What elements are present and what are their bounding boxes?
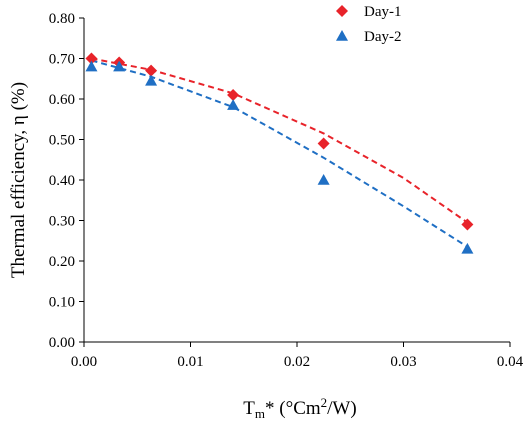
- point-day-2: [113, 60, 126, 72]
- axis-titles: Thermal efficiency, η (%) Tm* (°Cm2/W): [8, 82, 357, 421]
- point-day-1: [227, 88, 240, 101]
- point-day-2: [227, 99, 240, 110]
- legend-marker-day-1: [336, 5, 348, 17]
- y-tick-label: 0.30: [49, 214, 75, 230]
- legend-label-day-1: Day-1: [364, 4, 402, 20]
- x-tick-label: 0.00: [71, 354, 97, 370]
- legend: Day-1 Day-2: [336, 4, 402, 45]
- y-tick-label: 0.70: [49, 52, 75, 68]
- y-tick-label: 0.50: [49, 133, 75, 149]
- legend-marker-day-2: [336, 30, 348, 41]
- legend-label-day-2: Day-2: [364, 29, 402, 45]
- y-tick-label: 0.80: [49, 11, 75, 27]
- x-tick-label: 0.03: [390, 354, 416, 370]
- point-day-1: [317, 137, 330, 150]
- x-tick-label: 0.04: [497, 354, 524, 370]
- axes: 0.00 0.10 0.20 0.30 0.40 0.50 0.60 0.70 0.80 0.00…: [49, 11, 524, 370]
- x-axis-title-end: /W): [327, 398, 357, 419]
- x-axis-title-sup: 2: [321, 395, 328, 410]
- point-day-2: [85, 60, 98, 72]
- point-day-2: [317, 174, 330, 185]
- x-tick-label: 0.02: [284, 354, 310, 370]
- point-day-2: [461, 242, 474, 254]
- x-tick-label: 0.01: [177, 354, 203, 370]
- point-day-1: [145, 64, 158, 77]
- y-tick-label: 0.10: [49, 295, 75, 311]
- x-axis-title: Tm* (°Cm2/W): [243, 395, 356, 421]
- trendlines: [91, 57, 468, 248]
- x-axis-title-sub: m: [255, 406, 265, 421]
- point-day-1: [461, 218, 474, 231]
- data-points: [85, 52, 474, 254]
- point-day-1: [85, 52, 98, 65]
- x-axis-title-base: T: [243, 398, 255, 419]
- y-axis-title: Thermal efficiency, η (%): [8, 82, 29, 278]
- y-tick-label: 0.20: [49, 254, 75, 270]
- trendline-day-1: [91, 57, 468, 224]
- y-tick-label: 0.00: [49, 335, 75, 351]
- y-tick-label: 0.40: [49, 173, 75, 189]
- point-day-2: [145, 74, 158, 86]
- trendline-day-2: [91, 59, 468, 248]
- y-tick-label: 0.60: [49, 92, 75, 108]
- x-axis-title-mid: * (°Cm: [265, 398, 321, 419]
